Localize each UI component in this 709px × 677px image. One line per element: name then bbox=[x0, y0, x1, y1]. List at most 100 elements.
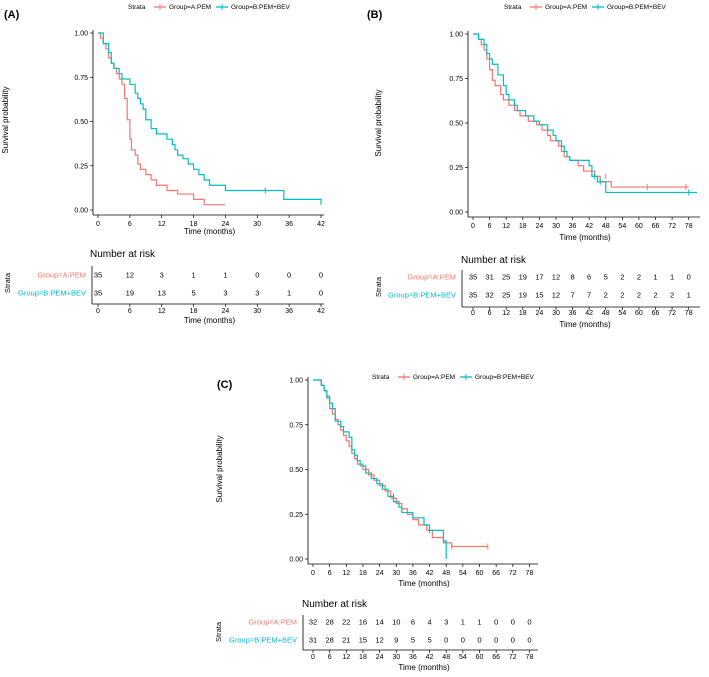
risk-count: 1 bbox=[191, 271, 195, 280]
x-tick-label: 24 bbox=[222, 221, 230, 228]
risk-x-tick-label: 30 bbox=[253, 308, 261, 315]
risk-count: 5 bbox=[191, 289, 195, 298]
y-tick-label: 1.00 bbox=[74, 31, 88, 38]
risk-count: 31 bbox=[485, 273, 493, 282]
x-tick-label: 60 bbox=[635, 223, 643, 230]
x-tick-label: 48 bbox=[442, 570, 450, 577]
survival-curve-pem bbox=[98, 32, 226, 206]
survival-curve-pem bbox=[313, 379, 488, 548]
y-tick-label: 0.75 bbox=[74, 75, 88, 82]
x-tick-label: 6 bbox=[488, 223, 492, 230]
risk-count: 2 bbox=[604, 291, 608, 300]
risk-count: 0 bbox=[255, 271, 259, 280]
risk-count: 32 bbox=[485, 291, 493, 300]
x-tick-label: 6 bbox=[128, 221, 132, 228]
risk-row-label: Group=A:PEM bbox=[407, 273, 456, 282]
x-tick-label: 48 bbox=[602, 223, 610, 230]
x-tick-label: 72 bbox=[668, 223, 676, 230]
risk-count: 35 bbox=[469, 291, 477, 300]
risk-x-tick-label: 66 bbox=[652, 310, 660, 317]
risk-count: 31 bbox=[309, 636, 317, 645]
risk-row-label: Group=B:PEM+BEV bbox=[229, 636, 297, 645]
x-axis-title: Time (months) bbox=[398, 579, 450, 588]
legend-entry: Group=B:PEM+BEV bbox=[231, 4, 291, 11]
x-tick-label: 60 bbox=[476, 570, 484, 577]
risk-count: 12 bbox=[375, 636, 383, 645]
risk-x-tick-label: 48 bbox=[602, 310, 610, 317]
y-tick-label: 0.50 bbox=[289, 467, 303, 474]
risk-count: 9 bbox=[394, 636, 398, 645]
legend-entry: Group=A:PEM bbox=[545, 4, 587, 11]
legend-entry: Group=B:PEM+BEV bbox=[607, 4, 667, 11]
risk-x-tick-label: 6 bbox=[488, 310, 492, 317]
risk-x-tick-label: 0 bbox=[311, 654, 315, 661]
y-axis-title: Survival probability bbox=[374, 89, 383, 156]
x-tick-label: 42 bbox=[317, 221, 325, 228]
legend-entry: Group=A:PEM bbox=[413, 374, 455, 381]
x-axis-title: Time (months) bbox=[184, 227, 236, 236]
risk-count: 5 bbox=[427, 636, 431, 645]
x-tick-label: 12 bbox=[502, 223, 510, 230]
y-tick-label: 0.00 bbox=[74, 208, 88, 215]
risk-table-title: Number at risk bbox=[461, 255, 527, 266]
risk-count: 0 bbox=[319, 271, 323, 280]
risk-x-tick-label: 0 bbox=[471, 310, 475, 317]
x-tick-label: 72 bbox=[509, 570, 517, 577]
risk-x-axis-title: Time (months) bbox=[398, 663, 450, 672]
panel-label: (A) bbox=[4, 9, 20, 21]
panel-0: (A) Strata Group=A:PEM Group=B:PEM+BEV 0.00 0… bbox=[1, 4, 325, 325]
x-tick-label: 6 bbox=[328, 570, 332, 577]
risk-table-strata-label: Strata bbox=[374, 276, 383, 297]
risk-table-strata-label: Strata bbox=[3, 272, 12, 293]
risk-row-label: Group=A:PEM bbox=[37, 271, 86, 280]
x-tick-label: 24 bbox=[376, 570, 384, 577]
legend-entry: Group=A:PEM bbox=[169, 4, 211, 11]
x-tick-label: 24 bbox=[535, 223, 543, 230]
risk-row-label: Group=B:PEM+BEV bbox=[388, 291, 456, 300]
risk-x-tick-label: 18 bbox=[519, 310, 527, 317]
risk-count: 35 bbox=[94, 271, 102, 280]
panel-2: (C) Strata Group=A:PEM Group=B:PEM+BEV 0.00 0… bbox=[214, 374, 538, 672]
risk-count: 17 bbox=[535, 273, 543, 282]
risk-count: 35 bbox=[469, 273, 477, 282]
risk-count: 15 bbox=[535, 291, 543, 300]
risk-count: 2 bbox=[620, 273, 624, 282]
legend: Strata Group=A:PEM Group=B:PEM+BEV bbox=[372, 374, 535, 381]
legend: Strata Group=A:PEM Group=B:PEM+BEV bbox=[504, 4, 667, 11]
risk-x-tick-label: 54 bbox=[459, 654, 467, 661]
risk-count: 1 bbox=[687, 291, 691, 300]
x-tick-label: 66 bbox=[492, 570, 500, 577]
x-tick-label: 30 bbox=[253, 221, 261, 228]
risk-table-title: Number at risk bbox=[302, 599, 368, 610]
panel-label: (C) bbox=[217, 379, 233, 391]
risk-count: 10 bbox=[392, 618, 400, 627]
risk-count: 2 bbox=[670, 291, 674, 300]
risk-count: 3 bbox=[255, 289, 259, 298]
risk-count: 22 bbox=[342, 618, 350, 627]
risk-x-tick-label: 30 bbox=[552, 310, 560, 317]
survival-curve-pem-bev bbox=[313, 379, 447, 559]
risk-count: 28 bbox=[325, 618, 333, 627]
risk-count: 13 bbox=[158, 289, 166, 298]
survival-curve-pem bbox=[473, 33, 689, 188]
risk-count: 6 bbox=[411, 618, 415, 627]
risk-x-tick-label: 60 bbox=[476, 654, 484, 661]
risk-x-tick-label: 30 bbox=[392, 654, 400, 661]
risk-count: 5 bbox=[411, 636, 415, 645]
risk-count: 1 bbox=[670, 273, 674, 282]
x-tick-label: 30 bbox=[392, 570, 400, 577]
x-tick-label: 78 bbox=[685, 223, 693, 230]
x-tick-label: 12 bbox=[158, 221, 166, 228]
y-tick-label: 0.75 bbox=[289, 422, 303, 429]
y-axis-title: Survival probability bbox=[215, 435, 224, 502]
x-tick-label: 18 bbox=[519, 223, 527, 230]
risk-x-tick-label: 48 bbox=[442, 654, 450, 661]
y-tick-label: 0.25 bbox=[289, 512, 303, 519]
x-tick-label: 18 bbox=[359, 570, 367, 577]
x-axis-title: Time (months) bbox=[559, 233, 611, 242]
risk-count: 19 bbox=[519, 273, 527, 282]
risk-x-tick-label: 18 bbox=[359, 654, 367, 661]
risk-x-tick-label: 42 bbox=[317, 308, 325, 315]
